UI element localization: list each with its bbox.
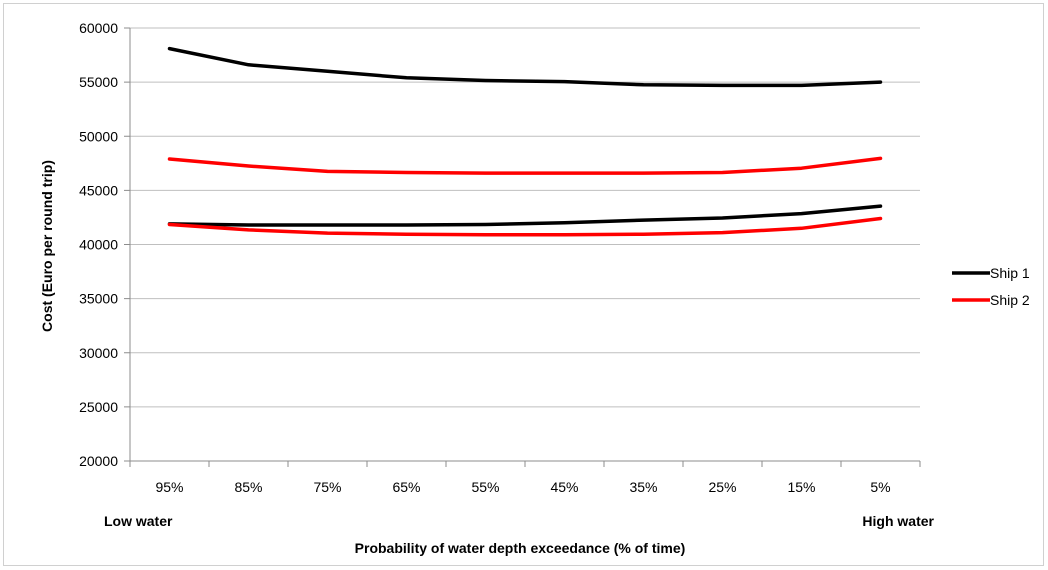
legend-label-1: Ship 1 bbox=[990, 265, 1030, 281]
series-lines bbox=[167, 46, 883, 237]
x-tick-label: 35% bbox=[629, 479, 657, 495]
legend: Ship 1 Ship 2 bbox=[952, 265, 1030, 308]
y-tick-label: 35000 bbox=[79, 291, 118, 307]
legend-label-2: Ship 2 bbox=[990, 292, 1030, 308]
y-axis-title: Cost (Euro per round trip) bbox=[39, 160, 55, 332]
series-line-4 bbox=[167, 216, 883, 237]
y-tick-label: 50000 bbox=[79, 128, 118, 144]
x-tick-label: 85% bbox=[234, 479, 262, 495]
axes bbox=[124, 27, 921, 467]
gridlines bbox=[130, 27, 920, 408]
x-tick-label: 55% bbox=[471, 479, 499, 495]
y-tick-label: 60000 bbox=[79, 20, 118, 36]
x-axis-note-left: Low water bbox=[104, 513, 173, 529]
x-tick-label: 25% bbox=[708, 479, 736, 495]
chart-frame bbox=[3, 3, 1044, 566]
x-tick-label: 5% bbox=[870, 479, 890, 495]
y-tick-label: 20000 bbox=[79, 453, 118, 469]
x-tick-label: 75% bbox=[313, 479, 341, 495]
x-tick-label: 15% bbox=[787, 479, 815, 495]
series-line-3 bbox=[167, 156, 883, 175]
x-axis-note-right: High water bbox=[862, 513, 934, 529]
y-tick-label: 45000 bbox=[79, 182, 118, 198]
series-line-1 bbox=[167, 46, 883, 88]
y-tick-label: 40000 bbox=[79, 237, 118, 253]
y-tick-label: 30000 bbox=[79, 345, 118, 361]
x-tick-label: 45% bbox=[550, 479, 578, 495]
y-tick-labels: 20000 25000 30000 35000 40000 45000 50000 55000… bbox=[79, 20, 118, 469]
x-tick-label: 95% bbox=[155, 479, 183, 495]
y-tick-label: 25000 bbox=[79, 399, 118, 415]
y-tick-label: 55000 bbox=[79, 74, 118, 90]
x-tick-label: 65% bbox=[392, 479, 420, 495]
x-axis-title: Probability of water depth exceedance (%… bbox=[355, 540, 686, 556]
x-tick-labels: 95% 85% 75% 65% 55% 45% 35% 25% 15% 5% bbox=[155, 479, 890, 495]
series-line-2 bbox=[167, 204, 883, 227]
